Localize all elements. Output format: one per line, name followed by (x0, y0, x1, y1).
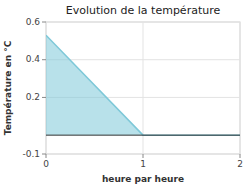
data-layer (46, 35, 240, 135)
y-tick (42, 97, 46, 98)
x-axis-label: heure par heure (102, 174, 184, 184)
y-tick-label: -0.1 (22, 149, 40, 159)
chart-container: -0.1 0.2 0.4 0.6 0 1 2 Evolution de la températ… (0, 0, 250, 188)
plot-area (46, 22, 240, 154)
axes: -0.1 0.2 0.4 0.6 0 1 2 (22, 17, 242, 170)
title: Evolution de la température (66, 4, 221, 17)
y-tick-label: 0.4 (26, 54, 41, 64)
y-axis-label: Température en °C (3, 40, 13, 135)
line (46, 35, 240, 135)
area (46, 35, 240, 135)
y-tick-label: 0.2 (26, 92, 40, 102)
grid (46, 22, 240, 154)
x-tick (240, 154, 241, 158)
chart-svg: -0.1 0.2 0.4 0.6 0 1 2 Evolution de la températ… (0, 0, 250, 188)
zero-line (46, 135, 240, 136)
y-tick (42, 154, 46, 155)
y-tick (42, 22, 46, 23)
x-tick (143, 154, 144, 158)
x-tick-label: 2 (237, 159, 243, 169)
y-tick (42, 59, 46, 60)
grid-line-x (240, 22, 241, 154)
y-tick-label: 0.6 (26, 17, 41, 27)
x-tick (46, 154, 47, 158)
x-tick-label: 1 (140, 159, 146, 169)
x-tick-label: 0 (43, 159, 49, 169)
